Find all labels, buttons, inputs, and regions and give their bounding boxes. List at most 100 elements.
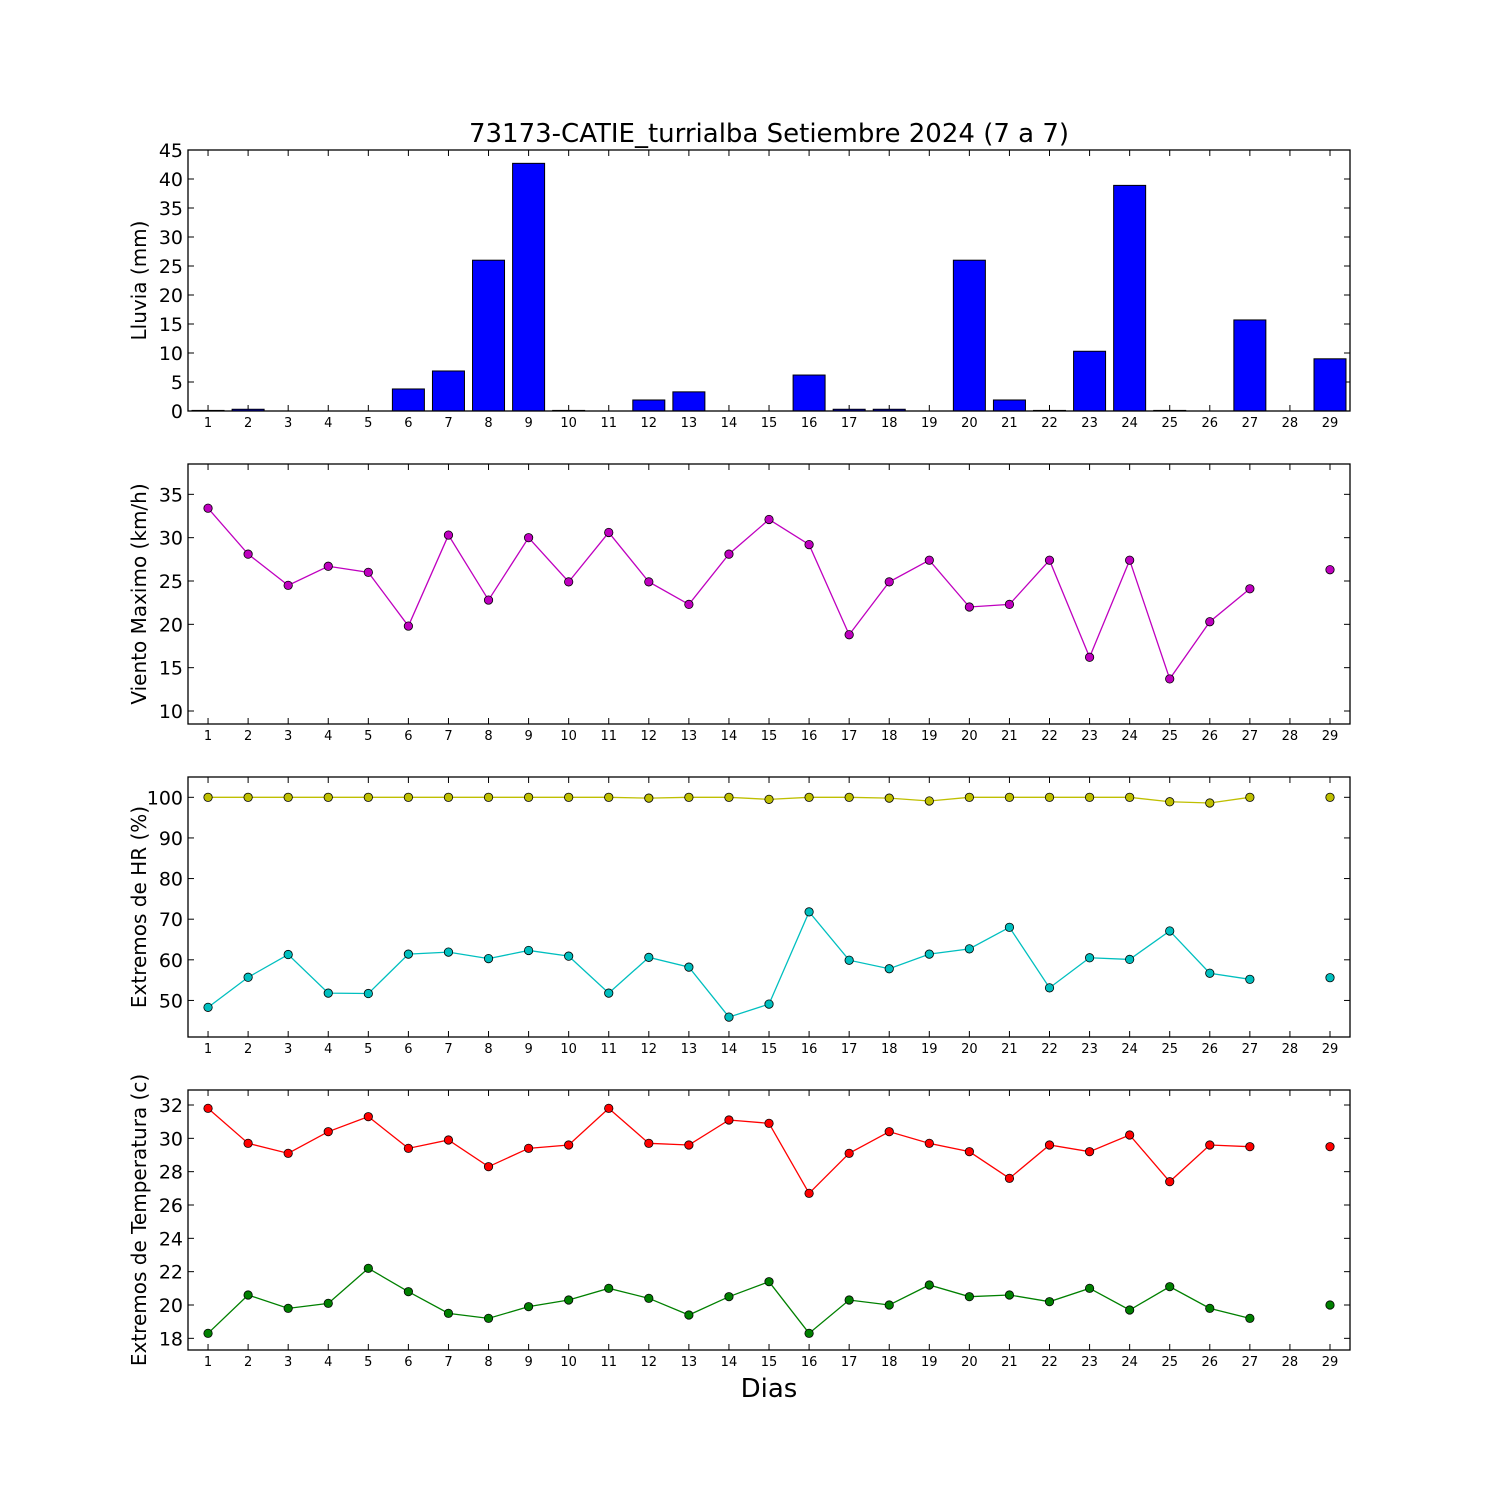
series-point-0 xyxy=(924,796,934,806)
series-point-1 xyxy=(1325,1300,1335,1310)
series-point-1 xyxy=(1084,953,1095,963)
xtick-label: 26 xyxy=(1202,1042,1219,1057)
xtick-label: 19 xyxy=(921,1355,938,1370)
xtick-label: 15 xyxy=(761,416,778,431)
y-axis-label: Lluvia (mm) xyxy=(127,221,151,341)
series-point-0 xyxy=(1245,1142,1255,1152)
series-point-0 xyxy=(1205,617,1215,627)
rain-bar xyxy=(472,259,506,412)
series-point-1 xyxy=(764,999,774,1009)
series-point-0 xyxy=(1205,798,1215,808)
series-point-1 xyxy=(1004,922,1015,932)
series-point-0 xyxy=(1004,1173,1015,1183)
series-point-0 xyxy=(644,793,654,803)
rain-bar xyxy=(672,391,706,412)
series-point-1 xyxy=(403,1287,413,1297)
series-point-0 xyxy=(884,577,894,587)
xtick-label: 7 xyxy=(444,1042,452,1057)
series-point-0 xyxy=(644,577,654,587)
series-point-1 xyxy=(523,945,534,956)
series-point-0 xyxy=(964,792,974,802)
xtick-label: 10 xyxy=(560,729,577,744)
series-point-1 xyxy=(884,964,894,974)
series-point-1 xyxy=(804,1328,814,1338)
series-point-1 xyxy=(203,1328,213,1338)
ytick-label: 35 xyxy=(159,484,183,506)
series-point-0 xyxy=(523,1143,534,1153)
xtick-label: 3 xyxy=(284,729,292,744)
xtick-label: 4 xyxy=(324,416,332,431)
rain-bar xyxy=(431,370,465,412)
series-point-1 xyxy=(1125,1305,1135,1315)
rain-bar xyxy=(512,162,546,412)
series-point-0 xyxy=(804,1188,814,1198)
series-point-0 xyxy=(844,792,854,802)
xtick-label: 2 xyxy=(244,1042,252,1057)
series-point-0 xyxy=(924,1138,934,1148)
xtick-label: 21 xyxy=(1001,1042,1018,1057)
series-point-0 xyxy=(684,599,694,610)
series-point-1 xyxy=(1084,1283,1095,1293)
xtick-label: 11 xyxy=(600,1355,617,1370)
xtick-label: 20 xyxy=(961,1042,978,1057)
xtick-label: 29 xyxy=(1322,729,1339,744)
xtick-label: 19 xyxy=(921,729,938,744)
series-point-0 xyxy=(764,514,774,525)
series-point-0 xyxy=(1325,565,1335,575)
series-point-1 xyxy=(644,1293,654,1303)
series-point-1 xyxy=(924,949,934,959)
series-point-1 xyxy=(604,988,614,998)
xtick-label: 16 xyxy=(801,1042,818,1057)
xtick-label: 15 xyxy=(761,1355,778,1370)
xtick-label: 23 xyxy=(1081,729,1098,744)
xtick-label: 19 xyxy=(921,416,938,431)
series-point-0 xyxy=(644,1138,654,1148)
series-point-0 xyxy=(1205,1140,1215,1150)
xtick-label: 18 xyxy=(881,416,898,431)
xtick-label: 20 xyxy=(961,416,978,431)
series-point-1 xyxy=(403,949,413,959)
xtick-label: 22 xyxy=(1041,1355,1058,1370)
series-point-1 xyxy=(1044,983,1055,993)
series-point-0 xyxy=(1084,652,1095,662)
series-point-0 xyxy=(1004,792,1015,802)
ytick-label: 80 xyxy=(159,869,183,891)
xtick-label: 8 xyxy=(484,1355,492,1370)
series-point-0 xyxy=(523,792,534,802)
xtick-label: 8 xyxy=(484,1042,492,1057)
xtick-label: 24 xyxy=(1121,729,1138,744)
ytick-label: 10 xyxy=(159,701,183,723)
series-point-0 xyxy=(564,1140,574,1150)
xtick-label: 28 xyxy=(1282,1042,1299,1057)
series-point-1 xyxy=(804,907,814,917)
xtick-label: 20 xyxy=(961,1355,978,1370)
series-point-0 xyxy=(604,527,614,538)
series-point-0 xyxy=(1044,1140,1055,1150)
xtick-label: 1 xyxy=(204,729,212,744)
xtick-label: 27 xyxy=(1242,1355,1259,1370)
xtick-label: 22 xyxy=(1041,1042,1058,1057)
series-point-0 xyxy=(1084,1147,1095,1157)
ytick-label: 32 xyxy=(159,1095,183,1117)
xtick-label: 17 xyxy=(841,1042,858,1057)
xtick-label: 9 xyxy=(524,729,532,744)
xtick-label: 5 xyxy=(364,416,372,431)
series-point-1 xyxy=(483,953,494,964)
xtick-label: 18 xyxy=(881,1042,898,1057)
series-point-0 xyxy=(443,792,454,802)
series-point-0 xyxy=(1245,584,1255,594)
series-point-0 xyxy=(443,530,454,540)
xtick-label: 13 xyxy=(681,1355,698,1370)
x-axis-label: Dias xyxy=(741,1374,798,1404)
series-point-1 xyxy=(1004,1290,1015,1300)
xtick-label: 26 xyxy=(1202,416,1219,431)
xtick-label: 17 xyxy=(841,729,858,744)
xtick-label: 25 xyxy=(1161,1355,1178,1370)
xtick-label: 23 xyxy=(1081,416,1098,431)
ytick-label: 60 xyxy=(159,950,183,972)
series-point-0 xyxy=(403,1143,413,1153)
xtick-label: 24 xyxy=(1121,416,1138,431)
